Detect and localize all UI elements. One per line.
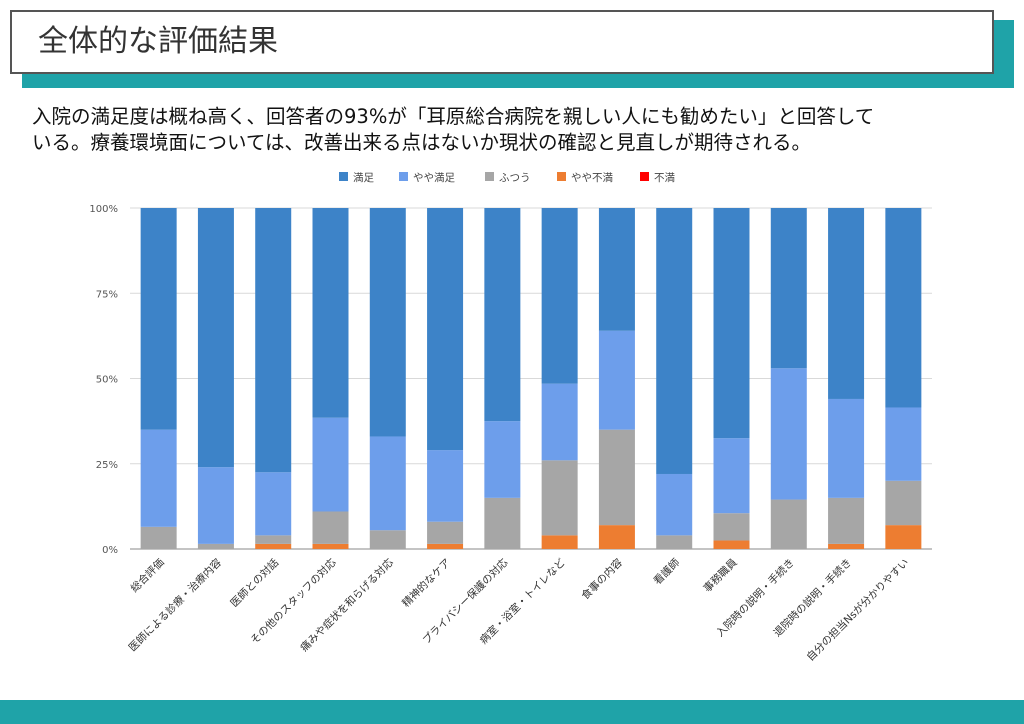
bar-segment (541, 460, 578, 536)
bar-segment (140, 429, 177, 527)
legend-swatch (399, 172, 408, 181)
legend-label: 満足 (353, 172, 374, 184)
bar-segment (713, 208, 750, 439)
bar-segment (770, 368, 807, 500)
bar-segment (656, 473, 693, 536)
bar-segment (312, 543, 349, 549)
bar-segment (197, 543, 234, 549)
legend-label: ふつう (499, 172, 531, 184)
bar-segment (885, 525, 922, 549)
bar-segment (713, 540, 750, 549)
chart-gridlines (130, 207, 932, 550)
bar-segment (828, 543, 865, 549)
bar-segment (140, 526, 177, 549)
bar-segment (255, 208, 292, 473)
legend-swatch (485, 172, 494, 181)
bar-segment (484, 497, 521, 549)
legend-swatch (640, 172, 649, 181)
bar-segment (713, 513, 750, 541)
x-tick-label: 精神的なケア (399, 556, 453, 610)
bar-segment (828, 398, 865, 498)
bar-segment (828, 208, 865, 399)
bar-segment (484, 421, 521, 498)
summary-line-1: 入院の満足度は概ね高く、回答者の93%が「耳原総合病院を親しい人にも勧めたい」と… (32, 105, 875, 128)
bar-segment (427, 521, 464, 544)
y-tick-label: 100% (89, 204, 118, 215)
bar-segment (369, 208, 406, 437)
summary-text: 入院の満足度は概ね高く、回答者の93%が「耳原総合病院を親しい人にも勧めたい」と… (32, 104, 992, 156)
bar-segment (255, 535, 292, 544)
y-tick-label: 50% (96, 375, 118, 386)
x-tick-label: 総合評価 (128, 556, 167, 595)
x-tick-label: 痛みや症状を和らげる対応 (298, 556, 397, 655)
legend-swatch (557, 172, 566, 181)
bar-segment (427, 450, 464, 522)
legend-swatch (339, 172, 348, 181)
x-tick-label: 医師による診療・治療内容 (126, 556, 224, 654)
stacked-bar-chart: 満足 やや満足 ふつう やや不満 不満 0% 25% 50% 75% 100% 総合評価医師によ… (89, 172, 932, 664)
bar-segment (885, 407, 922, 481)
x-tick-label: 医師との対話 (228, 556, 282, 610)
bar-segment (369, 436, 406, 531)
bar-segment (541, 208, 578, 384)
bar-segment (427, 543, 464, 549)
x-tick-label: 食事の内容 (579, 556, 626, 603)
y-tick-label: 25% (96, 460, 118, 471)
bar-segment (598, 429, 635, 526)
bar-segment (197, 208, 234, 468)
bar-segment (770, 208, 807, 369)
y-tick-label: 75% (96, 289, 118, 300)
bar-segment (885, 208, 922, 408)
y-tick-label: 0% (102, 545, 118, 556)
bar-segment (312, 511, 349, 544)
page-title: 全体的な評価結果 (38, 24, 278, 59)
bar-segment (197, 467, 234, 544)
legend-label: やや不満 (571, 172, 613, 184)
bar-segment (484, 208, 521, 422)
bar-segment (885, 480, 922, 526)
bar-segment (140, 208, 177, 430)
bar-segment (427, 208, 464, 451)
footer-accent-bar (0, 700, 1024, 724)
chart-bars (140, 208, 922, 549)
bar-segment (656, 535, 693, 549)
bar-segment (713, 438, 750, 514)
chart-legend: 満足 やや満足 ふつう やや不満 不満 (339, 172, 675, 184)
bar-segment (541, 383, 578, 461)
bar-segment (541, 535, 578, 549)
legend-label: やや満足 (413, 172, 455, 184)
bar-segment (312, 417, 349, 512)
title-box: 全体的な評価結果 (10, 10, 994, 74)
x-tick-label: 事務職員 (701, 556, 740, 595)
bar-segment (369, 530, 406, 549)
y-axis-ticks: 0% 25% 50% 75% 100% (89, 204, 118, 556)
bar-segment (770, 499, 807, 549)
bar-segment (598, 208, 635, 331)
bar-segment (828, 497, 865, 544)
bar-segment (656, 208, 693, 474)
bar-segment (598, 525, 635, 549)
bar-segment (255, 472, 292, 536)
summary-line-2: いる。療養環境面については、改善出来る点はないか現状の確認と見直しが期待される。 (32, 131, 812, 154)
bar-segment (598, 330, 635, 430)
bar-segment (312, 208, 349, 418)
x-tick-label: 看護師 (651, 556, 683, 588)
bar-segment (255, 543, 292, 549)
legend-label: 不満 (654, 172, 675, 184)
x-tick-label: 自分の担当Nsが分かりやすい (804, 556, 912, 664)
